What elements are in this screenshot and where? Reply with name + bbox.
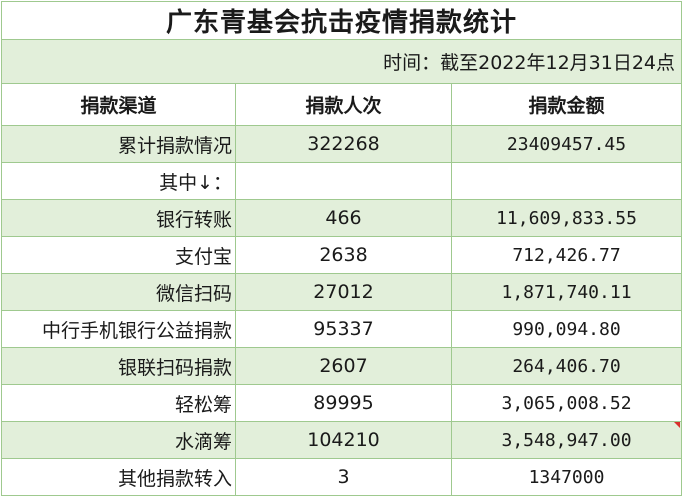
cell-count[interactable]: 104210 [235, 421, 452, 459]
cell-amount[interactable]: 3,065,008.52 [450, 384, 682, 422]
cell-count[interactable]: 2638 [235, 236, 452, 274]
table-row: 其中↓： [1, 162, 682, 200]
cell-count[interactable]: 322268 [235, 125, 452, 163]
cell-channel[interactable]: 其中↓： [1, 162, 236, 200]
cell-amount[interactable]: 264,406.70 [450, 347, 682, 385]
cell-channel[interactable]: 微信扫码 [1, 273, 236, 311]
cell-channel[interactable]: 中行手机银行公益捐款 [1, 310, 236, 348]
cell-amount[interactable]: 990,094.80 [450, 310, 682, 348]
cell-channel[interactable]: 轻松筹 [1, 384, 236, 422]
table-row: 其他捐款转入 3 1347000 [1, 458, 682, 496]
cell-amount[interactable] [450, 162, 682, 200]
cell-amount[interactable]: 23409457.45 [450, 125, 682, 163]
table-row: 轻松筹 89995 3,065,008.52 [1, 384, 682, 422]
cell-count[interactable]: 466 [235, 199, 452, 237]
cell-channel[interactable]: 支付宝 [1, 236, 236, 274]
cell-channel[interactable]: 累计捐款情况 [1, 125, 236, 163]
cell-count[interactable]: 3 [235, 458, 452, 496]
cell-channel[interactable]: 银行转账 [1, 199, 236, 237]
header-amount[interactable]: 捐款金额 [450, 83, 682, 126]
time-note[interactable]: 时间：截至2022年12月31日24点 [0, 39, 682, 84]
cell-count[interactable]: 89995 [235, 384, 452, 422]
cell-channel[interactable]: 银联扫码捐款 [1, 347, 236, 385]
cell-channel[interactable]: 其他捐款转入 [1, 458, 236, 496]
comment-indicator-icon[interactable] [674, 422, 680, 428]
cell-amount[interactable]: 1,871,740.11 [450, 273, 682, 311]
header-count[interactable]: 捐款人次 [235, 83, 452, 126]
table-row: 支付宝 2638 712,426.77 [1, 236, 682, 274]
cell-count[interactable]: 2607 [235, 347, 452, 385]
header-channel[interactable]: 捐款渠道 [1, 83, 236, 126]
table-row: 银行转账 466 11,609,833.55 [1, 199, 682, 237]
cell-count[interactable] [235, 162, 452, 200]
cell-count[interactable]: 95337 [235, 310, 452, 348]
sheet-title[interactable]: 广东青基会抗击疫情捐款统计 [0, 1, 682, 40]
table-row: 银联扫码捐款 2607 264,406.70 [1, 347, 682, 385]
table-row: 水滴筹 104210 3,548,947.00 [1, 421, 682, 459]
cell-count[interactable]: 27012 [235, 273, 452, 311]
table-row: 累计捐款情况 322268 23409457.45 [1, 125, 682, 163]
cell-channel[interactable]: 水滴筹 [1, 421, 236, 459]
table-row: 中行手机银行公益捐款 95337 990,094.80 [1, 310, 682, 348]
cell-amount[interactable]: 3,548,947.00 [450, 421, 682, 459]
table-row: 微信扫码 27012 1,871,740.11 [1, 273, 682, 311]
cell-amount[interactable]: 11,609,833.55 [450, 199, 682, 237]
cell-amount[interactable]: 712,426.77 [450, 236, 682, 274]
cell-amount[interactable]: 1347000 [450, 458, 682, 496]
